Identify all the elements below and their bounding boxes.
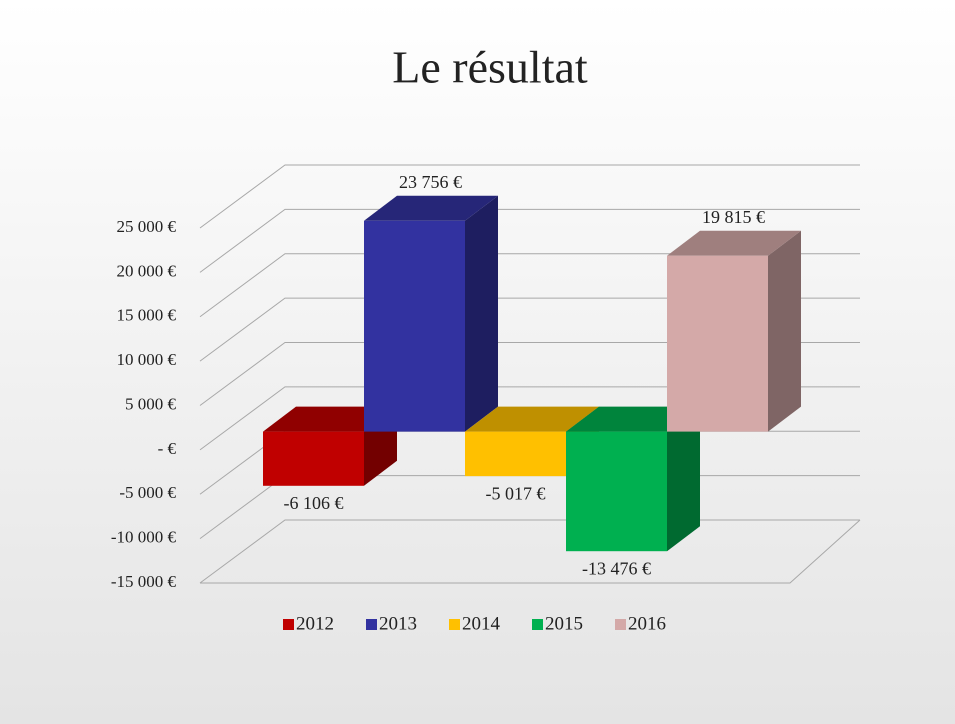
y-tick-label: -10 000 € [111,528,177,547]
bar-top [566,406,700,432]
bar [667,255,768,432]
y-tick-label: 15 000 € [117,306,177,325]
bar-top [364,195,498,221]
y-tick-label: -15 000 € [111,572,177,591]
bar [566,431,667,552]
legend-swatch [283,619,294,630]
grid-line [199,253,860,318]
grid-line [199,519,860,584]
bar-top [667,230,801,256]
y-tick-label: 5 000 € [125,394,177,413]
y-tick-label: -5 000 € [119,483,176,502]
legend-swatch [532,619,543,630]
data-label: -13 476 € [582,558,651,578]
legend-label: 2015 [545,613,583,634]
grid-line [199,164,860,229]
data-label: 19 815 € [702,207,765,227]
floor-edge [200,519,861,584]
data-label: -5 017 € [486,483,546,503]
bar-side [768,230,801,432]
data-label: 23 756 € [399,172,462,192]
chart-title: Le résultat [392,42,588,93]
bar-side [667,406,700,552]
bar [364,220,465,432]
bar [263,431,364,486]
grid-line [199,208,860,273]
y-tick-label: 20 000 € [117,261,177,280]
legend-label: 2013 [379,613,417,634]
legend-label: 2012 [296,613,334,634]
data-label: -6 106 € [284,493,344,513]
legend-label: 2016 [628,613,666,634]
y-tick-label: 25 000 € [117,217,177,236]
legend-swatch [366,619,377,630]
y-tick-label: 10 000 € [117,350,177,369]
legend-swatch [615,619,626,630]
bar-side [465,195,498,432]
bar [465,431,566,477]
y-tick-label: - € [158,439,177,458]
bar-top [465,406,599,432]
legend-swatch [449,619,460,630]
bar-top [263,406,397,432]
legend-label: 2014 [462,613,501,634]
